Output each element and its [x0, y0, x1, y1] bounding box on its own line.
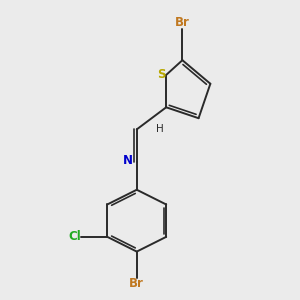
Text: Br: Br: [129, 278, 144, 290]
Text: Br: Br: [175, 16, 190, 29]
Text: N: N: [123, 154, 133, 167]
Text: H: H: [156, 124, 164, 134]
Text: S: S: [157, 68, 165, 81]
Text: Cl: Cl: [68, 230, 81, 243]
